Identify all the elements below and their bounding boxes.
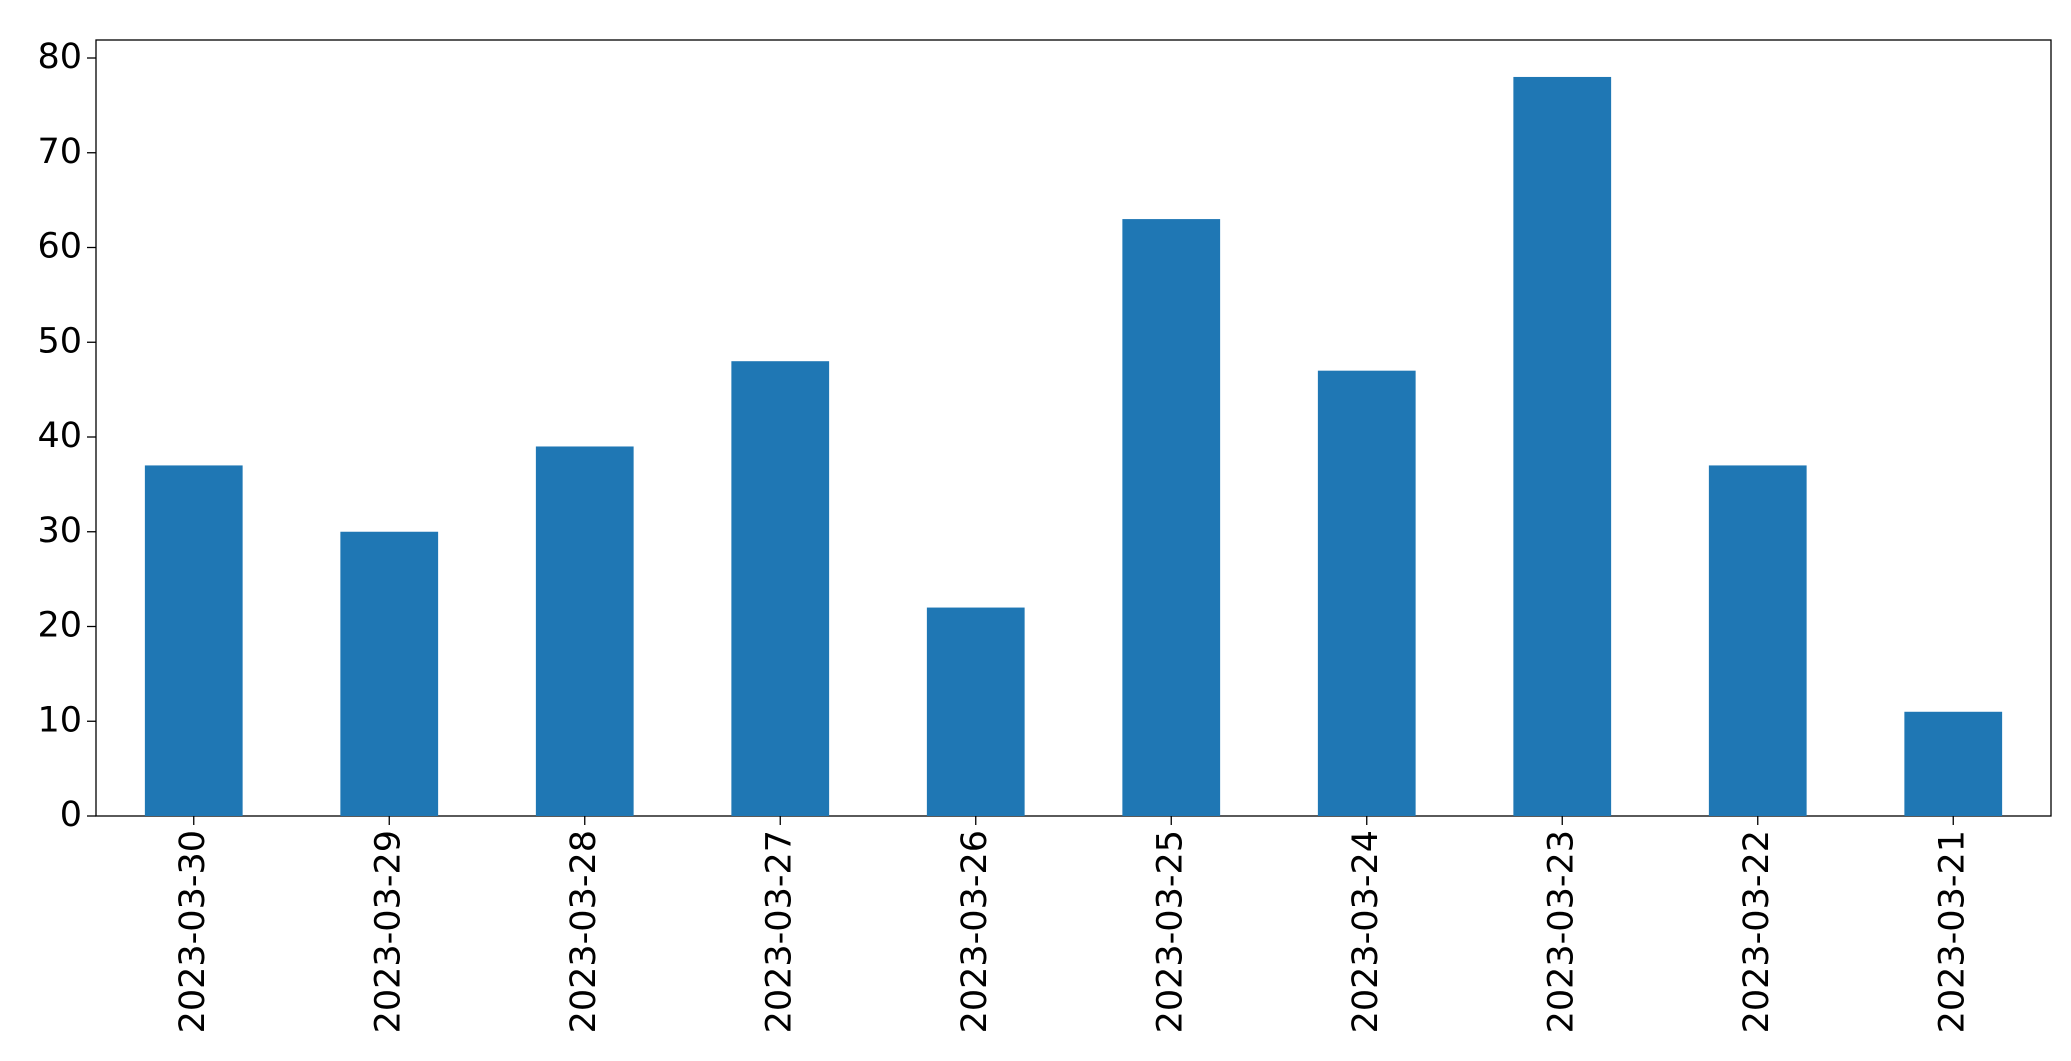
bar [535, 446, 634, 816]
axes-frame [95, 39, 2052, 817]
y-tick-label: 60 [37, 227, 82, 267]
x-tick-label: 2023-03-25 [1150, 830, 1190, 1033]
bar [1122, 219, 1221, 817]
bar [731, 361, 830, 816]
x-tick-label: 2023-03-21 [1932, 830, 1972, 1033]
bar [926, 607, 1025, 816]
x-tick-label: 2023-03-22 [1737, 830, 1777, 1033]
x-tick-label: 2023-03-29 [368, 830, 408, 1033]
bar [340, 531, 439, 816]
x-tick-label: 2023-03-30 [173, 830, 213, 1033]
x-tick-label: 2023-03-28 [564, 830, 604, 1033]
y-tick-label: 80 [37, 37, 82, 77]
x-tick-label: 2023-03-24 [1346, 830, 1386, 1033]
bar [1904, 711, 2003, 816]
y-tick-label: 30 [37, 511, 82, 551]
y-tick-label: 50 [37, 321, 82, 361]
y-tick-label: 20 [37, 606, 82, 646]
y-tick-label: 0 [60, 795, 82, 835]
x-tick-label: 2023-03-23 [1541, 830, 1581, 1033]
bar [1708, 465, 1807, 816]
bar [1513, 76, 1612, 816]
y-tick-label: 70 [37, 132, 82, 172]
y-tick-label: 10 [37, 700, 82, 740]
bar [1317, 370, 1416, 816]
bar [144, 465, 243, 816]
x-tick-label: 2023-03-27 [759, 830, 799, 1033]
y-tick-label: 40 [37, 416, 82, 456]
x-tick-label: 2023-03-26 [955, 830, 995, 1033]
